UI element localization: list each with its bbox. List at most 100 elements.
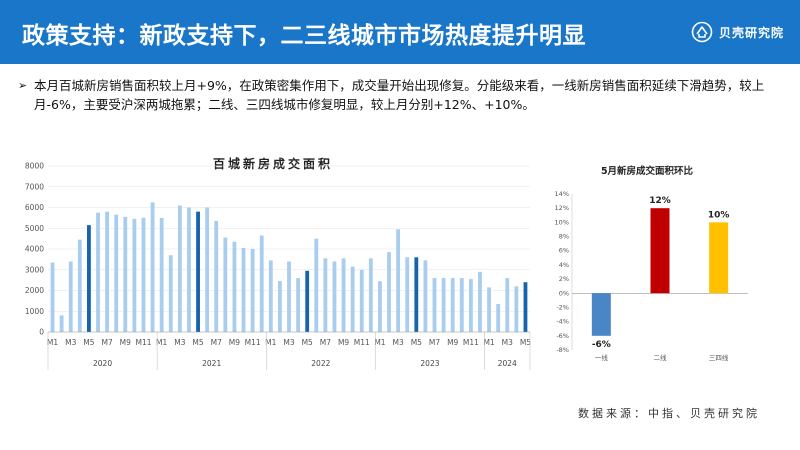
bar	[77, 239, 82, 332]
bar	[314, 238, 319, 332]
bar	[241, 247, 246, 332]
x-tick-label: M11	[135, 338, 151, 347]
x-tick-label: M1	[265, 338, 276, 347]
bar	[368, 258, 373, 332]
bar	[277, 281, 282, 332]
data-label: 10%	[708, 210, 730, 220]
bar	[196, 211, 200, 332]
bar	[523, 282, 528, 332]
page-title: 政策支持：新政支持下，二三线城市市场热度提升明显	[22, 23, 586, 49]
data-label: 12%	[649, 196, 671, 206]
bullet-icon: ➢	[18, 79, 28, 92]
bar	[496, 303, 501, 332]
bar	[423, 260, 428, 332]
x-tick-label: M5	[83, 338, 94, 347]
brand: 贝壳研究院	[691, 18, 784, 46]
bar	[59, 315, 64, 332]
x-tick-label: M11	[354, 338, 370, 347]
bar	[378, 281, 382, 332]
bar	[150, 202, 155, 332]
x-tick-label: M11	[245, 338, 261, 347]
x-tick-label: M11	[463, 338, 479, 347]
data-source: 数据来源：中指、贝壳研究院	[578, 407, 760, 420]
bar	[214, 220, 219, 332]
category-label: 二线	[654, 353, 668, 362]
x-tick-label: M5	[192, 338, 203, 347]
x-tick-label: M3	[174, 338, 185, 347]
side-bar-chart: 5月新房成交面积环比 -8% -6% -4% -2% 0% 2% 4% 6% 8% 10% 12% 1…	[555, 165, 748, 362]
x-tick-label: M3	[502, 338, 513, 347]
category-label: 一线	[595, 353, 609, 362]
y-tick-label: 14%	[555, 190, 569, 198]
bar	[68, 261, 73, 332]
bar	[177, 205, 182, 332]
bar	[323, 258, 328, 332]
y-tick-label: 3000	[25, 265, 44, 274]
y-tick-label: 4%	[559, 261, 569, 269]
x-tick-label: M9	[338, 338, 349, 347]
main-bar-chart: 百城新房成交面积 0 1000 2000 3000 4000 5000 6000 7000 80…	[25, 156, 531, 370]
brand-name: 贝壳研究院	[718, 25, 784, 40]
y-tick-label: 2%	[559, 275, 569, 283]
bar	[414, 257, 419, 332]
x-tick-label: M1	[156, 338, 167, 347]
y-tick-label: -2%	[556, 303, 569, 311]
bar	[359, 269, 364, 332]
bar	[405, 257, 410, 332]
bar-1	[591, 293, 611, 336]
bar	[478, 271, 482, 332]
bar	[141, 217, 146, 332]
bar	[250, 249, 255, 332]
bar	[105, 211, 110, 332]
x-tick-label: M7	[429, 338, 440, 347]
category-label: 三四线	[709, 353, 729, 362]
x-tick-label: M1	[47, 338, 58, 347]
x-tick-label: M3	[393, 338, 404, 347]
x-tick-label: M5	[302, 338, 313, 347]
y-tick-label: 7000	[25, 182, 44, 191]
bar	[187, 207, 191, 332]
bar	[159, 217, 164, 332]
bar	[468, 279, 473, 332]
y-tick-label: 1000	[25, 307, 44, 316]
bar	[341, 258, 346, 332]
bar	[87, 225, 91, 332]
y-tick-label: 5000	[25, 224, 44, 233]
bar	[432, 278, 437, 332]
y-tick-label: 4000	[25, 245, 44, 254]
bar	[132, 218, 137, 332]
y-tick-label: 6000	[25, 203, 44, 212]
x-tick-label: M9	[447, 338, 458, 347]
x-tick-label: M7	[320, 338, 331, 347]
y-tick-label: 8000	[25, 162, 44, 171]
x-tick-label: M7	[211, 338, 222, 347]
bar	[450, 278, 455, 332]
y-tick-label: 10%	[555, 218, 569, 226]
x-tick-label: M1	[374, 338, 385, 347]
bar	[96, 212, 100, 332]
y-tick-label: 0%	[559, 289, 569, 297]
bar-3	[709, 222, 729, 294]
year-label: 2020	[93, 359, 112, 368]
y-tick-label: -8%	[556, 346, 569, 354]
summary-text: 本月百城新房销售面积较上月+9%，在政策密集作用下，成交量开始出现修复。分能级来…	[34, 78, 765, 112]
x-tick-label: M3	[65, 338, 76, 347]
bar	[350, 266, 355, 332]
bar	[168, 255, 173, 332]
bar	[387, 252, 391, 332]
bar	[296, 278, 301, 332]
data-label: -6%	[592, 340, 611, 350]
bar	[305, 270, 310, 332]
main-chart-title: 百城新房成交面积	[213, 156, 333, 171]
x-tick-label: M9	[229, 338, 240, 347]
y-tick-label: 0	[39, 328, 44, 337]
x-tick-label: M7	[101, 338, 112, 347]
y-tick-label: -6%	[556, 332, 569, 340]
x-tick-label: M3	[283, 338, 294, 347]
bar	[505, 278, 510, 332]
bar	[396, 229, 401, 332]
y-tick-label: 6%	[559, 247, 569, 255]
bar	[50, 262, 55, 332]
bar	[268, 260, 273, 332]
x-tick-label: M9	[120, 338, 131, 347]
